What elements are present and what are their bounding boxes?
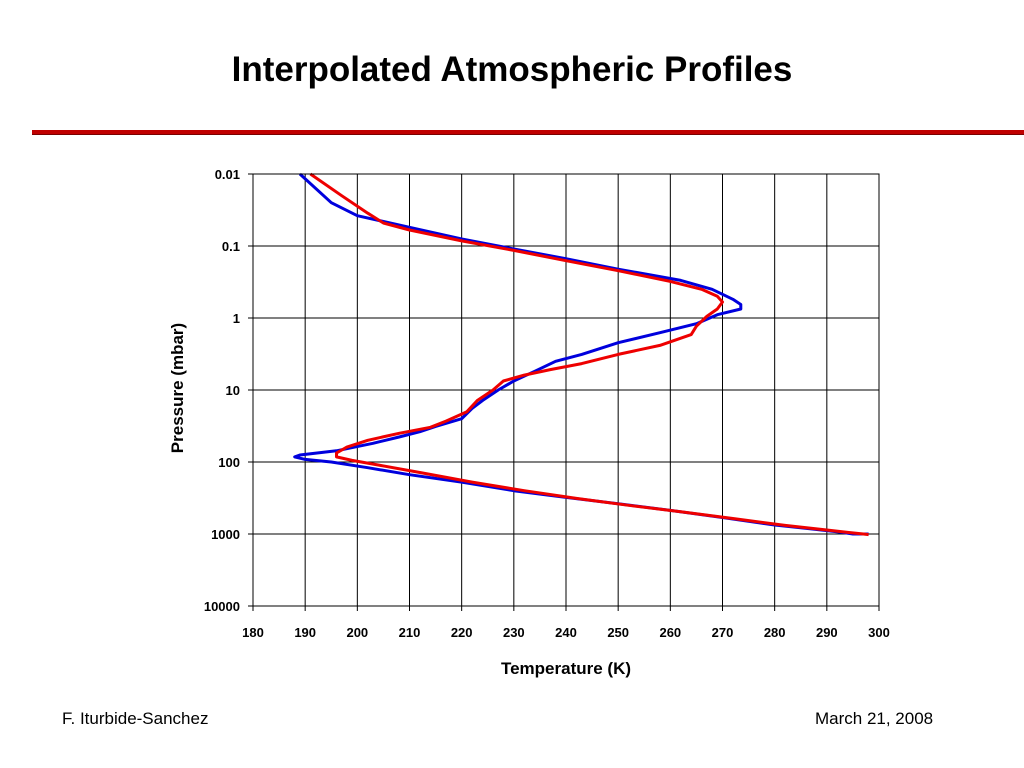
x-tick-label: 220 (451, 625, 473, 640)
x-tick-label: 280 (764, 625, 786, 640)
x-axis-title: Temperature (K) (501, 659, 631, 678)
series-line-2 (309, 172, 869, 537)
x-tick-label: 290 (816, 625, 838, 640)
x-tick-label: 240 (555, 625, 577, 640)
series-lines (293, 172, 869, 537)
footer-author: F. Iturbide-Sanchez (62, 709, 209, 728)
x-tick-label: 230 (503, 625, 525, 640)
x-tick-label: 210 (399, 625, 421, 640)
y-tick-label: 10 (226, 383, 240, 398)
y-axis-title: Pressure (mbar) (168, 323, 187, 453)
y-tick-label: 0.01 (215, 167, 240, 182)
y-tick-label: 0.1 (222, 239, 240, 254)
x-tick-label: 250 (607, 625, 629, 640)
x-tick-label: 300 (868, 625, 890, 640)
x-tick-label: 270 (712, 625, 734, 640)
y-tick-label: 100 (218, 455, 240, 470)
x-tick-label: 260 (659, 625, 681, 640)
x-tick-label: 190 (294, 625, 316, 640)
y-tick-label: 1 (233, 311, 240, 326)
series-line-1 (293, 172, 869, 536)
y-tick-label: 1000 (211, 527, 240, 542)
x-tick-label: 180 (242, 625, 264, 640)
footer-date: March 21, 2008 (815, 709, 934, 728)
axis-ticks: 180 190 200 210 220 230 240 250 260 270 280 290 300 0… (204, 167, 890, 640)
y-tick-label: 10000 (204, 599, 240, 614)
slide-title: Interpolated Atmospheric Profiles (231, 50, 793, 89)
grid-lines (253, 174, 879, 606)
x-tick-label: 200 (346, 625, 368, 640)
pressure-temperature-chart: 180 190 200 210 220 230 240 250 260 270 280 290 300 0… (168, 167, 890, 678)
title-rule (32, 130, 1024, 135)
